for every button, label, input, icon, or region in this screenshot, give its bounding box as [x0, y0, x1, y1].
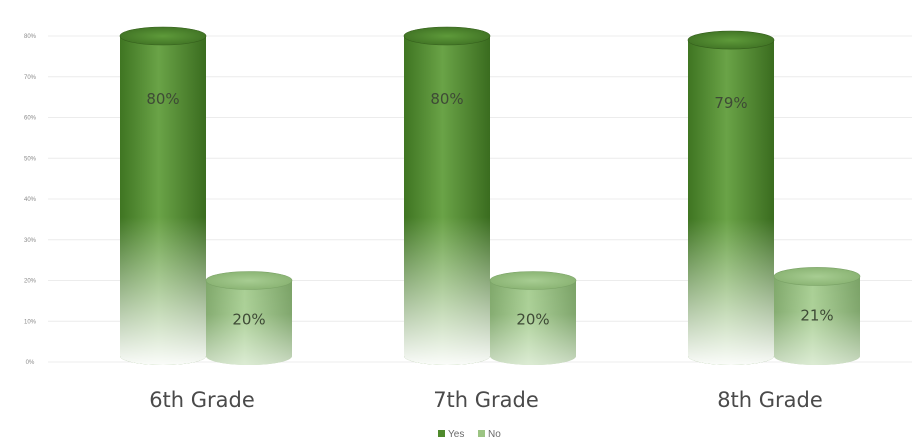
legend: Yes No: [438, 429, 501, 440]
y-axis-tick-labels: 0% 10% 20% 30% 40% 50% 60% 70% 80%: [24, 34, 37, 366]
bar-series: [119, 26, 861, 365]
y-tick-label: 40%: [24, 197, 37, 203]
bar-no: [773, 267, 861, 365]
y-tick-label: 60%: [24, 116, 37, 122]
bar-fade: [120, 36, 206, 365]
data-label-yes: 80%: [146, 90, 179, 108]
y-tick-label: 70%: [24, 75, 37, 81]
bar-no: [205, 271, 293, 365]
bar-fade: [206, 280, 292, 365]
legend-swatch-yes: [438, 430, 445, 437]
category-label: 8th Grade: [717, 388, 823, 412]
bar-top: [119, 26, 207, 46]
bar-top: [205, 271, 293, 290]
bar-fade: [774, 276, 860, 365]
bar-top: [489, 271, 577, 290]
bar-yes: [119, 26, 207, 365]
x-axis-category-labels: 6th Grade 7th Grade 8th Grade: [149, 388, 823, 412]
legend-label-yes: Yes: [448, 429, 464, 440]
y-tick-label: 20%: [24, 279, 37, 285]
y-tick-label: 30%: [24, 238, 37, 244]
bar-top: [403, 26, 491, 46]
category-label: 7th Grade: [433, 388, 539, 412]
bar-fade: [490, 280, 576, 365]
y-tick-label: 80%: [24, 34, 37, 40]
y-tick-label: 50%: [24, 156, 37, 162]
data-labels: 80% 20% 80% 20% 79% 21%: [146, 90, 833, 329]
bar-fade: [404, 36, 490, 365]
category-label: 6th Grade: [149, 388, 255, 412]
bar-no: [489, 271, 577, 365]
data-label-yes: 79%: [714, 94, 747, 112]
legend-swatch-no: [478, 430, 485, 437]
bar-top: [687, 30, 775, 50]
legend-label-no: No: [488, 429, 501, 440]
y-tick-label: 10%: [24, 319, 37, 325]
data-label-yes: 80%: [430, 90, 463, 108]
bar-fade: [688, 40, 774, 365]
data-label-no: 21%: [800, 306, 833, 324]
bar-top: [773, 267, 861, 286]
bar-yes: [403, 26, 491, 365]
bar-yes: [687, 30, 775, 365]
y-tick-label: 0%: [26, 360, 35, 366]
data-label-no: 20%: [516, 311, 549, 329]
data-label-no: 20%: [232, 311, 265, 329]
